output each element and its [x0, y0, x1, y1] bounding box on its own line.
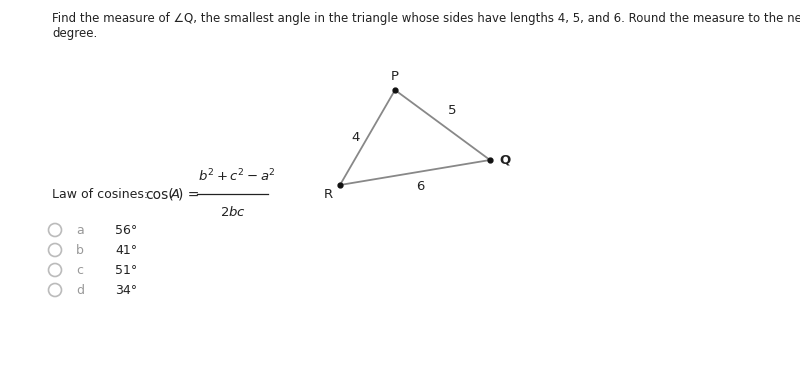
Text: b: b: [76, 243, 84, 257]
Text: Law of cosines:: Law of cosines:: [52, 188, 152, 202]
Text: 51°: 51°: [115, 264, 138, 277]
Text: 41°: 41°: [115, 243, 137, 257]
Text: c: c: [76, 264, 83, 277]
Text: 34°: 34°: [115, 284, 137, 296]
Text: Q: Q: [499, 154, 510, 167]
Text: $2bc$: $2bc$: [220, 205, 246, 219]
Text: 5: 5: [447, 104, 456, 117]
Text: ) =: ) =: [178, 188, 199, 202]
Text: cos(: cos(: [145, 188, 174, 202]
Text: d: d: [76, 284, 84, 296]
Text: a: a: [76, 223, 84, 236]
Text: 56°: 56°: [115, 223, 138, 236]
Text: Find the measure of ∠Q, the smallest angle in the triangle whose sides have leng: Find the measure of ∠Q, the smallest ang…: [52, 12, 800, 25]
Text: R: R: [324, 188, 333, 201]
Text: $A$: $A$: [170, 188, 181, 202]
Text: P: P: [391, 70, 399, 83]
Text: degree.: degree.: [52, 27, 98, 40]
Text: 4: 4: [351, 131, 359, 144]
Text: 6: 6: [416, 181, 424, 193]
Text: $b^2+c^2-a^2$: $b^2+c^2-a^2$: [198, 167, 276, 184]
